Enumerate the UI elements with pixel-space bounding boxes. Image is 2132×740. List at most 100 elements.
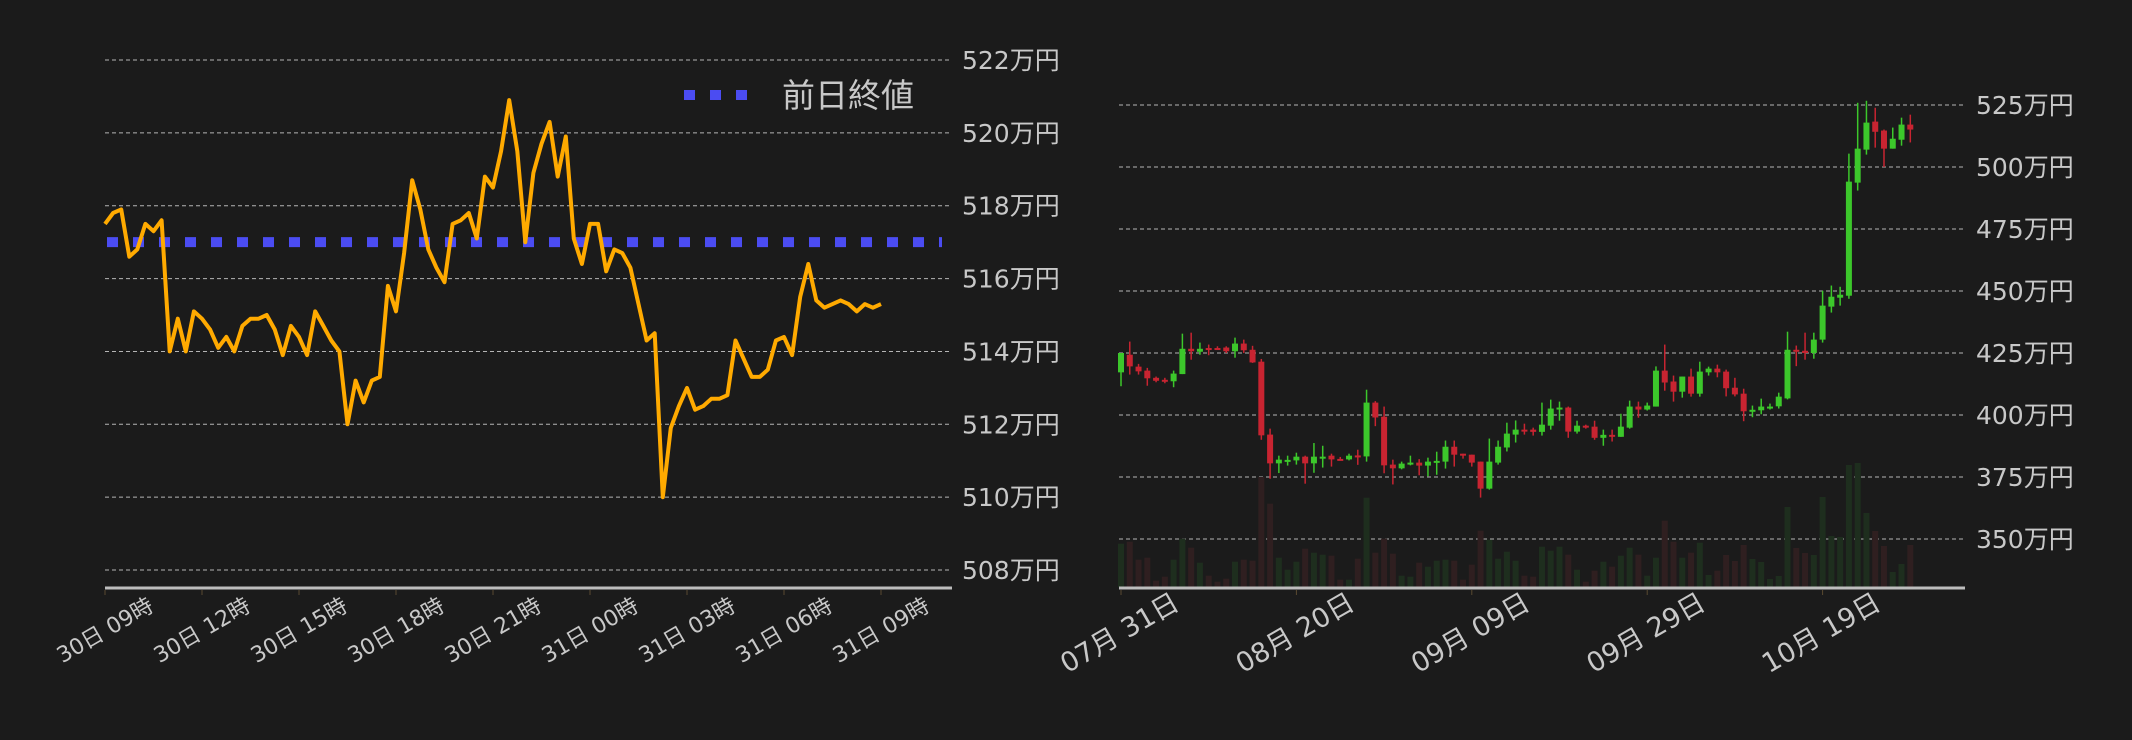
candle-down bbox=[1267, 428, 1274, 479]
candle-body bbox=[1600, 434, 1607, 438]
volume-bar bbox=[1424, 566, 1431, 587]
candle-down bbox=[1249, 345, 1256, 363]
candle-down bbox=[1144, 367, 1151, 386]
candle-body bbox=[1416, 462, 1423, 466]
candle-up bbox=[1442, 440, 1449, 469]
volume-bar bbox=[1565, 554, 1572, 587]
candle-down bbox=[1302, 455, 1309, 484]
candle-up bbox=[1600, 429, 1607, 446]
candle-body bbox=[1442, 446, 1449, 462]
candle-up bbox=[1495, 440, 1502, 465]
y-tick-label: 525万円 bbox=[1976, 91, 2074, 120]
candle-up bbox=[1837, 286, 1844, 306]
volume-bar bbox=[1284, 569, 1291, 587]
volume-bar bbox=[1153, 580, 1160, 587]
candle-body bbox=[1267, 434, 1274, 464]
candle-body bbox=[1749, 409, 1756, 412]
candle-down bbox=[1565, 406, 1572, 438]
candle-up bbox=[1346, 453, 1353, 461]
x-axis bbox=[104, 586, 952, 595]
volume-bar bbox=[1346, 579, 1353, 587]
candle-body bbox=[1161, 379, 1168, 382]
candle-body bbox=[1880, 130, 1887, 149]
candle-body bbox=[1828, 296, 1835, 307]
x-tick-label: 31日 09時 bbox=[829, 594, 934, 669]
candle-up bbox=[1284, 455, 1291, 466]
candle-body bbox=[1758, 406, 1765, 411]
candle-body bbox=[1126, 354, 1133, 367]
price-line-group bbox=[103, 98, 882, 500]
x-tick-label: 07月 31日 bbox=[1055, 587, 1184, 679]
candle-body bbox=[1696, 371, 1703, 394]
y-axis-labels: 508万円 510万円 512万円 514万円 516万円 518万円 520万円 522万円 bbox=[962, 46, 1060, 585]
volume-bar bbox=[1451, 560, 1458, 587]
candle-up bbox=[1179, 333, 1186, 375]
candle-up bbox=[1898, 117, 1905, 146]
x-tick-label: 30日 09時 bbox=[53, 594, 158, 669]
y-tick-label: 508万円 bbox=[962, 556, 1060, 585]
candle-body bbox=[1521, 429, 1528, 432]
volume-bar bbox=[1802, 553, 1809, 587]
volume-bar bbox=[1170, 559, 1177, 587]
volume-bar bbox=[1267, 503, 1274, 587]
y-axis-labels: 350万円 375万円 400万円 425万円 450万円 475万円 500万円 525万円 bbox=[1976, 91, 2074, 554]
volume-bar bbox=[1363, 497, 1370, 587]
candle-down bbox=[1468, 454, 1475, 467]
volume-bar bbox=[1723, 555, 1730, 587]
volume-bar bbox=[1223, 578, 1230, 587]
volume-bar bbox=[1179, 538, 1186, 587]
candle-down bbox=[1880, 129, 1887, 167]
volume-bar bbox=[1118, 543, 1124, 587]
volume-bar bbox=[1512, 560, 1519, 587]
candle-body bbox=[1398, 463, 1405, 469]
candle-body bbox=[1495, 446, 1502, 463]
volume-bar bbox=[1731, 561, 1738, 587]
candle-down bbox=[1477, 461, 1484, 498]
volume-bar bbox=[1398, 575, 1405, 587]
volume-bar bbox=[1766, 579, 1773, 587]
candle-down bbox=[1153, 376, 1160, 383]
candle-up bbox=[1363, 389, 1370, 462]
candle-body bbox=[1144, 370, 1151, 379]
candle-down bbox=[1389, 459, 1396, 485]
candle-down bbox=[1416, 459, 1423, 476]
candle-up bbox=[1275, 455, 1282, 474]
volume-bar bbox=[1574, 569, 1581, 587]
candle-body bbox=[1810, 339, 1817, 353]
candle-body bbox=[1407, 462, 1414, 465]
candle-up bbox=[1170, 370, 1177, 388]
y-tick-label: 475万円 bbox=[1976, 215, 2074, 244]
candle-body bbox=[1688, 376, 1695, 394]
y-tick-label: 520万円 bbox=[962, 119, 1060, 148]
candle-up bbox=[1232, 337, 1239, 358]
volume-bar bbox=[1538, 546, 1545, 587]
y-gridlines bbox=[1119, 104, 1965, 540]
y-tick-label: 425万円 bbox=[1976, 339, 2074, 368]
volume-bar bbox=[1837, 537, 1844, 587]
candle-body bbox=[1214, 348, 1221, 351]
candle-up bbox=[1810, 332, 1817, 359]
volume-bar bbox=[1828, 536, 1835, 587]
volume-bar bbox=[1240, 559, 1247, 587]
y-tick-label: 516万円 bbox=[962, 265, 1060, 294]
volume-bar bbox=[1126, 541, 1133, 587]
y-tick-label: 450万円 bbox=[1976, 277, 2074, 306]
candle-body bbox=[1565, 407, 1572, 432]
candle-down bbox=[1328, 453, 1335, 467]
candle-up bbox=[1845, 153, 1852, 299]
candle-down bbox=[1591, 420, 1598, 440]
volume-bar bbox=[1547, 550, 1554, 587]
candle-down bbox=[1205, 344, 1212, 356]
candle-body bbox=[1512, 429, 1519, 435]
candle-body bbox=[1153, 377, 1160, 381]
candle-up bbox=[1766, 403, 1773, 410]
volume-bar bbox=[1293, 561, 1300, 587]
candle-body bbox=[1135, 366, 1142, 372]
volume-bar bbox=[1477, 530, 1484, 587]
volume-bar bbox=[1354, 558, 1361, 587]
candle-down bbox=[1582, 424, 1589, 429]
candle-down bbox=[1740, 388, 1747, 422]
candle-up bbox=[1775, 392, 1782, 409]
x-axis-labels: 07月 31日 08月 20日 09月 09日 09月 29日 10月 19日 bbox=[1055, 587, 1886, 679]
candle-body bbox=[1784, 349, 1791, 399]
